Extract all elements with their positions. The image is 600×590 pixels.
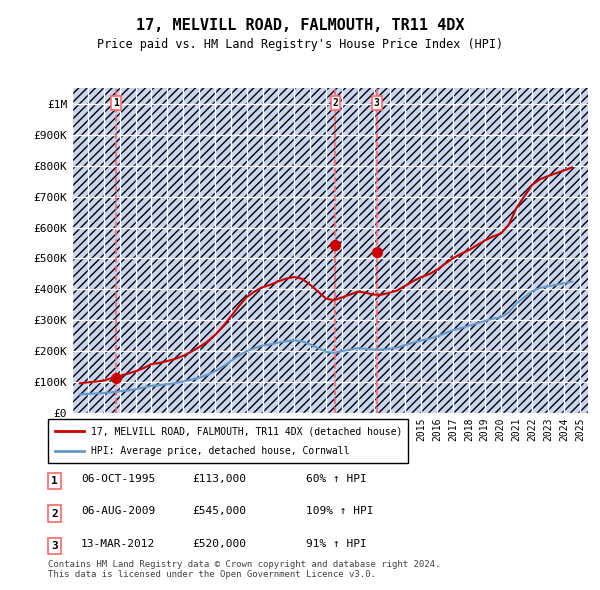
Text: £545,000: £545,000: [192, 506, 246, 516]
Text: 2: 2: [51, 509, 58, 519]
Text: 3: 3: [374, 98, 380, 108]
Text: 13-MAR-2012: 13-MAR-2012: [81, 539, 155, 549]
Text: 17, MELVILL ROAD, FALMOUTH, TR11 4DX (detached house): 17, MELVILL ROAD, FALMOUTH, TR11 4DX (de…: [91, 427, 403, 436]
Text: 17, MELVILL ROAD, FALMOUTH, TR11 4DX: 17, MELVILL ROAD, FALMOUTH, TR11 4DX: [136, 18, 464, 32]
Text: 60% ↑ HPI: 60% ↑ HPI: [306, 474, 367, 484]
Text: 2: 2: [332, 98, 338, 108]
Text: 1: 1: [51, 476, 58, 486]
Text: Contains HM Land Registry data © Crown copyright and database right 2024.
This d: Contains HM Land Registry data © Crown c…: [48, 560, 440, 579]
Text: 06-OCT-1995: 06-OCT-1995: [81, 474, 155, 484]
Text: 3: 3: [51, 541, 58, 551]
FancyBboxPatch shape: [48, 419, 408, 463]
Text: HPI: Average price, detached house, Cornwall: HPI: Average price, detached house, Corn…: [91, 446, 350, 455]
Text: 06-AUG-2009: 06-AUG-2009: [81, 506, 155, 516]
Text: 91% ↑ HPI: 91% ↑ HPI: [306, 539, 367, 549]
Text: Price paid vs. HM Land Registry's House Price Index (HPI): Price paid vs. HM Land Registry's House …: [97, 38, 503, 51]
Text: £113,000: £113,000: [192, 474, 246, 484]
Text: 1: 1: [113, 98, 119, 108]
Text: 109% ↑ HPI: 109% ↑ HPI: [306, 506, 373, 516]
Text: £520,000: £520,000: [192, 539, 246, 549]
